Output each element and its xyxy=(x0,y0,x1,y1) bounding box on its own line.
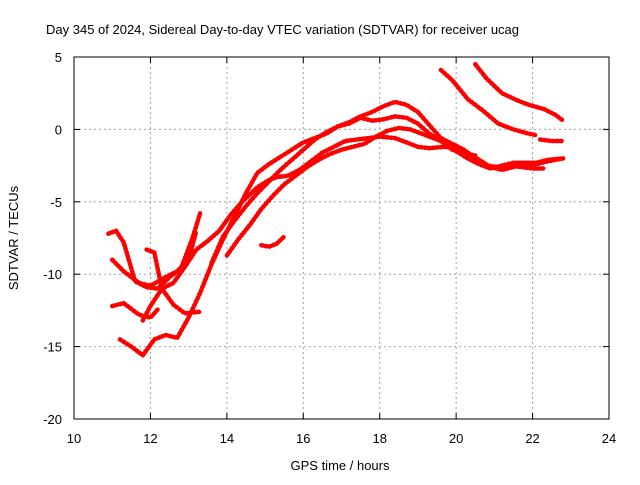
grid xyxy=(74,57,609,419)
x-axis-label: GPS time / hours xyxy=(291,458,390,473)
series-trace xyxy=(108,213,202,290)
series-track-12 xyxy=(537,137,566,144)
series-track-1 xyxy=(106,211,203,291)
series-trace xyxy=(146,248,201,315)
plot-frame xyxy=(73,56,610,420)
series-track-3 xyxy=(109,300,161,320)
x-tick-label: 22 xyxy=(525,431,539,446)
series-trace xyxy=(540,138,564,142)
y-tick-label: -15 xyxy=(43,340,62,355)
y-tick-label: 5 xyxy=(55,50,62,65)
series-trace xyxy=(261,235,285,248)
series-trace xyxy=(474,63,564,122)
series-track-11 xyxy=(473,61,566,123)
series-track-8 xyxy=(224,125,566,258)
y-tick-label: 0 xyxy=(55,122,62,137)
x-tick-label: 12 xyxy=(143,431,157,446)
y-tick-label: -5 xyxy=(50,195,62,210)
series-trace xyxy=(440,69,537,137)
x-tick-label: 10 xyxy=(67,431,81,446)
axis-ticks: 10 12 14 16 18 20 22 24 -20 -15 -10 -5 0 5 xyxy=(43,50,616,446)
y-tick-label: -10 xyxy=(43,267,62,282)
y-axis-label: SDTVAR / TECUs xyxy=(6,185,21,290)
chart-title: Day 345 of 2024, Sidereal Day-to-day VTE… xyxy=(46,22,519,37)
y-tick-label: -20 xyxy=(43,412,62,427)
series-track-7 xyxy=(209,114,478,265)
data-series xyxy=(106,61,566,358)
x-tick-label: 18 xyxy=(372,431,386,446)
series-trace xyxy=(210,115,476,264)
series-track-10 xyxy=(438,67,539,138)
x-tick-label: 24 xyxy=(602,431,616,446)
series-trace xyxy=(226,127,564,256)
series-trace xyxy=(111,302,159,319)
series-track-9 xyxy=(259,234,287,249)
x-tick-label: 16 xyxy=(296,431,310,446)
x-tick-label: 14 xyxy=(220,431,234,446)
x-tick-label: 20 xyxy=(449,431,463,446)
series-track-4 xyxy=(144,247,203,316)
